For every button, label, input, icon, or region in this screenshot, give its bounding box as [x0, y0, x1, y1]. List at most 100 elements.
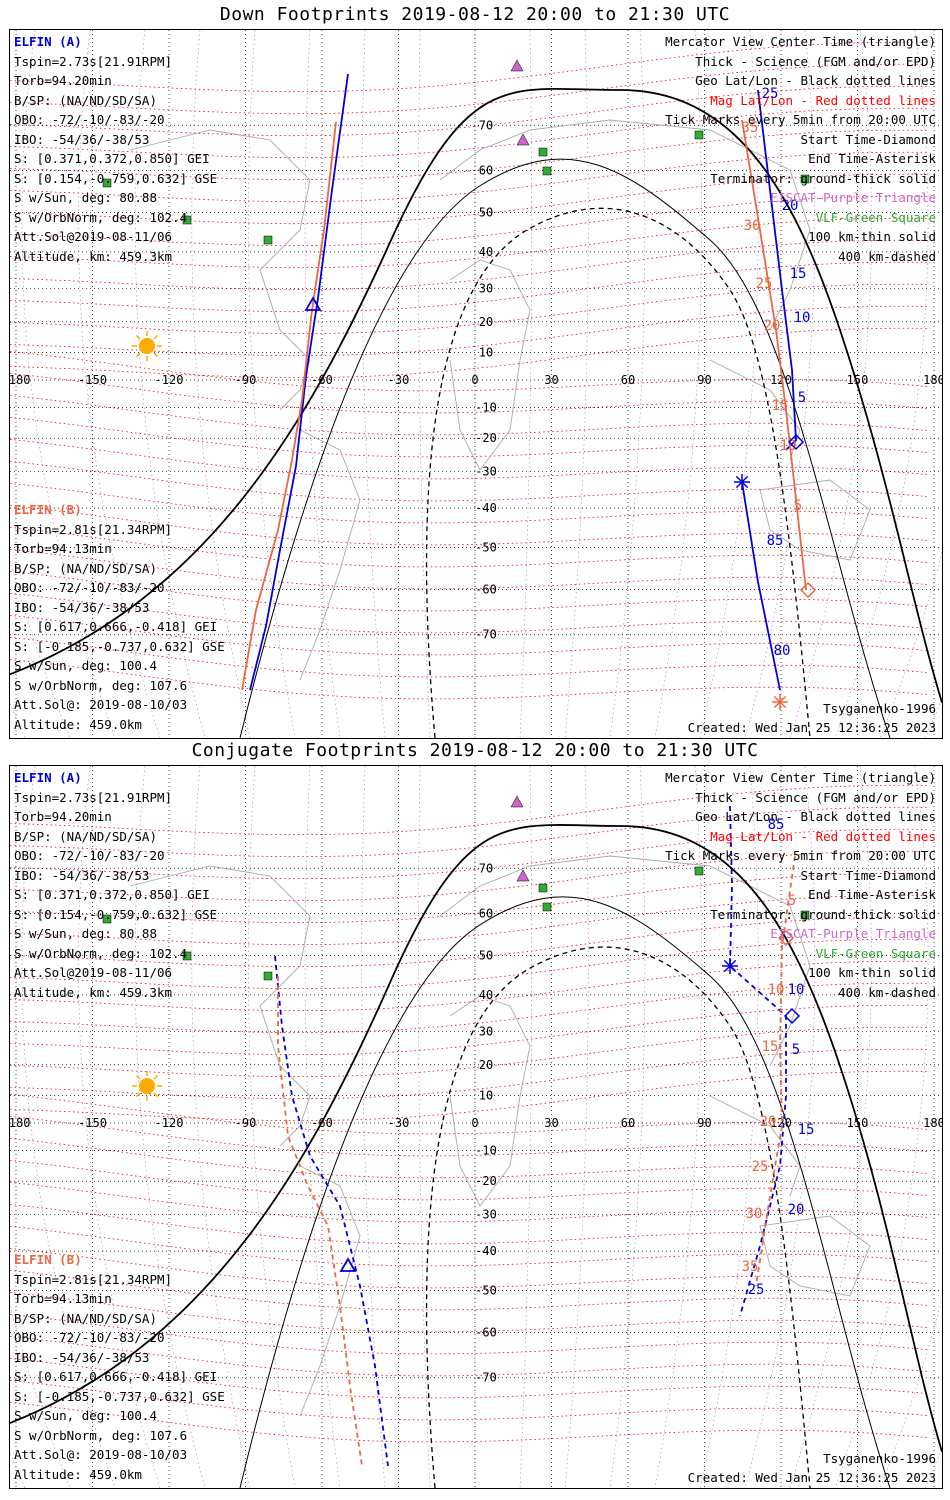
mag-lat-line — [10, 305, 931, 357]
elfin-b-track-west — [277, 976, 363, 1467]
lat-tick-label: 70 — [479, 118, 493, 132]
legend-item: 100 km-thin solid — [808, 229, 936, 244]
lat-tick-label: 20 — [479, 1058, 493, 1072]
elfin-a-time-label: 5 — [798, 390, 806, 406]
lat-tick-label: -60 — [475, 1326, 497, 1340]
lon-tick-label: 150 — [847, 373, 869, 387]
tracks: 25 20 15 10 5 85 80 35 30 25 20 15 10 5 — [241, 73, 811, 691]
start-diamond-icon — [777, 929, 795, 947]
legend-item: Mag Lat/Lon - Red dotted lines — [710, 828, 936, 844]
lon-tick-label: 0 — [471, 1116, 478, 1130]
lon-tick-label: -30 — [388, 1116, 410, 1130]
elfin-b-info: ELFIN (B) Tspin=2.81s[21.34RPM] Torb=94.13… — [14, 1250, 225, 1484]
mag-lon-line — [304, 766, 341, 1488]
elfin-a-info-line: OBO: -72/-10/-83/-20 — [14, 848, 165, 863]
eiscat-triangle-icon — [516, 869, 530, 882]
coastline — [709, 1095, 801, 1197]
mag-lat-line — [10, 195, 931, 247]
mag-lat-line — [10, 217, 931, 269]
stations — [102, 795, 810, 981]
mag-lon-line — [304, 30, 341, 738]
lat-tick-label: 60 — [479, 163, 493, 177]
mag-lon-line — [361, 766, 386, 1488]
mag-lat-line — [10, 960, 931, 1012]
lon-tick-label: -180 — [10, 373, 30, 387]
lon-tick-label: -90 — [235, 1116, 257, 1130]
elfin-b-info-line: Att.Sol@: 2019-08-10/03 — [14, 1447, 188, 1462]
vlf-square-icon — [182, 215, 192, 225]
created-timestamp: Created: Wed Jan 25 12:36:25 2023 — [687, 1470, 936, 1485]
eiscat-triangle-icon — [510, 59, 524, 72]
lon-tick-label: -150 — [78, 373, 107, 387]
lon-tick-label: 60 — [621, 1116, 635, 1130]
elfin-a-time-label: 80 — [774, 643, 791, 659]
legend-item: Mag Lat/Lon - Red dotted lines — [710, 92, 936, 108]
lon-tick-label: 180 — [923, 1116, 942, 1130]
elfin-b-info-line: Tspin=2.81s[21.34RPM] — [14, 1271, 173, 1287]
elfin-a-info-line: Torb=94.20min — [14, 809, 112, 824]
elfin-a-time-label: 15 — [790, 266, 807, 282]
lon-tick-label: 90 — [697, 1116, 711, 1130]
elfin-b-info-line: IBO: -54/36/-38/53 — [14, 1349, 150, 1365]
mag-lon-line — [418, 766, 431, 1488]
elfin-a-info-line: Att.Sol@2019-08-11/06 — [14, 965, 173, 980]
legend-item: Thick - Science (FGM and/or EPD) — [695, 789, 936, 805]
elfin-b-info-line: B/SP: (NA/ND/SD/SA) — [14, 560, 157, 576]
mag-lon-line — [78, 766, 161, 1488]
lat-tick-label: -20 — [475, 1174, 497, 1188]
legend-item: Geo Lat/Lon - Black dotted lines — [695, 73, 936, 88]
mag-lon-line — [609, 766, 646, 1488]
legend-item: Terminator: ground-thick solid — [710, 170, 936, 186]
elfin-a-info-line: B/SP: (NA/ND/SD/SA) — [14, 92, 157, 108]
lon-tick-label: -60 — [311, 1116, 333, 1130]
elfin-a-info-line: S w/OrbNorm, deg: 102.4 — [14, 209, 188, 225]
elfin-a-info: ELFIN (A) Tspin=2.73s[21.91RPM] Torb=94.20… — [14, 768, 217, 1002]
elfin-b-info-line: IBO: -54/36/-38/53 — [14, 599, 150, 615]
down-footprints-title: Down Footprints 2019-08-12 20:00 to 21:3… — [219, 4, 731, 25]
mag-lat-line — [10, 1026, 931, 1078]
lat-tick-label: 40 — [479, 245, 493, 259]
lat-tick-label: -10 — [475, 401, 497, 415]
elfin-a-info-line: Altitude, km: 459.3km — [14, 248, 173, 264]
vlf-square-icon — [263, 971, 273, 981]
sun-icon — [132, 1071, 162, 1101]
mag-lat-line — [10, 63, 931, 115]
terminators — [10, 824, 942, 1488]
vlf-square-icon — [102, 914, 112, 924]
vlf-square-icon — [102, 178, 112, 188]
legend-item: VLF-Green Square — [815, 945, 936, 961]
elfin-b-time-label: 30 — [744, 218, 761, 234]
mag-lon-line — [418, 30, 431, 738]
elfin-b-info-line: S w/Sun, deg: 100.4 — [14, 658, 157, 673]
elfin-a-info-line: S: [0.371,0.372,0.850] GEI — [14, 151, 210, 166]
mag-lat-line — [10, 1004, 931, 1056]
vlf-square-icon — [694, 130, 704, 140]
vlf-square-icon — [182, 951, 192, 961]
vlf-square-icon — [263, 235, 273, 245]
elfin-b-time-label: 25 — [752, 1159, 769, 1175]
elfin-a-time-label: 85 — [767, 533, 784, 549]
elfin-b-info-line: Altitude: 459.0km — [14, 1466, 142, 1482]
lat-tick-label: -40 — [475, 1244, 497, 1258]
lat-tick-label: -30 — [475, 1208, 497, 1222]
legend-item: EISCAT-Purple Triangle — [770, 926, 936, 941]
coastline — [439, 119, 811, 331]
elfin-a-info-line: IBO: -54/36/-38/53 — [14, 867, 150, 883]
elfin-b-info-line: S: [0.617,0.666,-0.418] GEI — [14, 1369, 218, 1384]
mag-lon-line — [879, 1296, 942, 1488]
mag-lat-line — [10, 327, 931, 379]
legend-item: VLF-Green Square — [815, 209, 936, 225]
elfin-a-info-line: S w/Sun, deg: 80.88 — [14, 926, 157, 941]
mag-lat-line — [10, 938, 931, 990]
lat-tick-label: 10 — [479, 345, 493, 359]
mag-lat-line — [10, 85, 931, 137]
elfin-a-track-east — [729, 805, 787, 1317]
elfin-a-time-label: 10 — [794, 310, 811, 326]
mag-lat-line — [10, 239, 931, 291]
mag-lon-line — [744, 766, 816, 1488]
legend-item: 400 km-dashed — [838, 984, 936, 1000]
lon-tick-label: -90 — [235, 373, 257, 387]
mag-lon-line — [654, 766, 702, 1488]
coastline — [449, 995, 531, 1207]
elfin-a-info-line: Tspin=2.73s[21.91RPM] — [14, 53, 173, 69]
